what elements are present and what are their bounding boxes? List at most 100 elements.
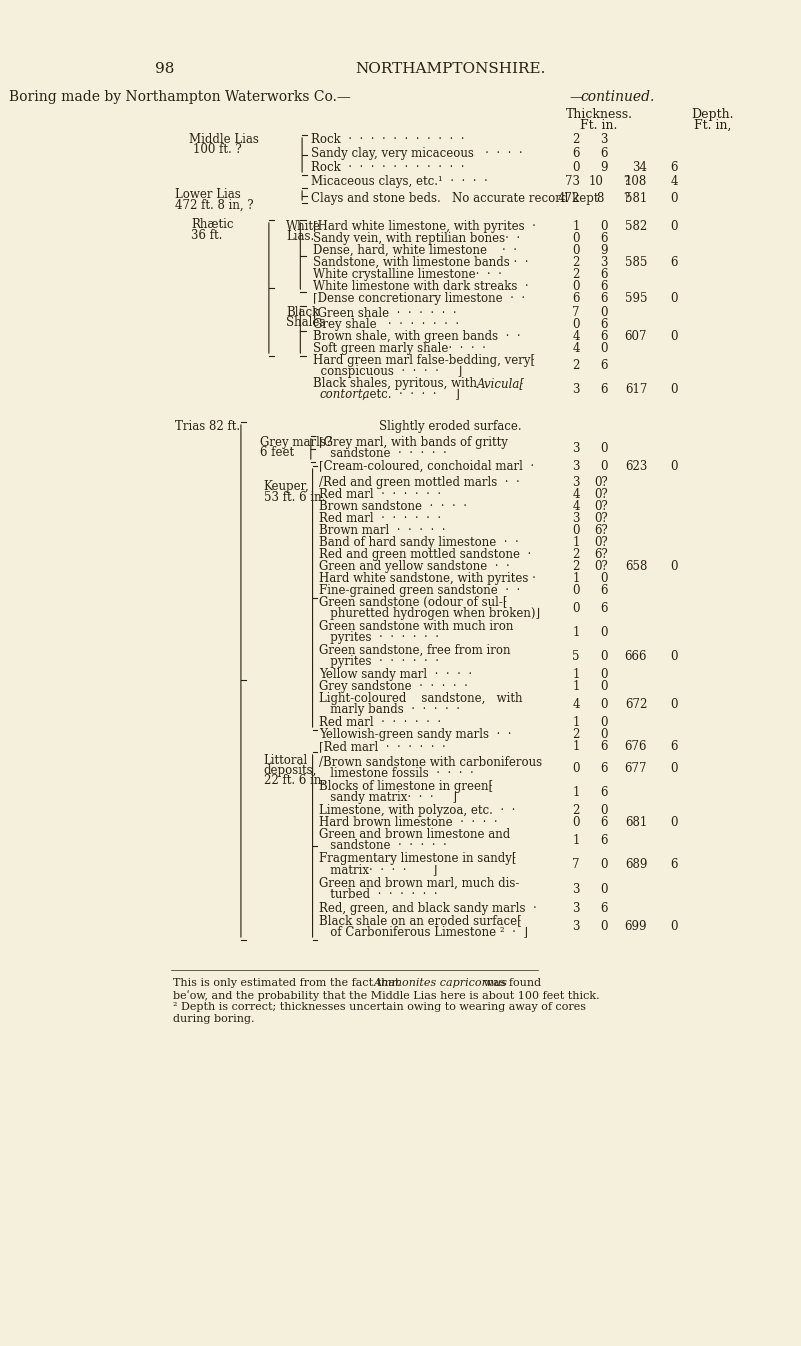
Text: 3: 3 (573, 476, 580, 489)
Text: 9: 9 (601, 244, 608, 257)
Text: 699: 699 (625, 921, 647, 933)
Text: 6 feet: 6 feet (260, 446, 294, 459)
Text: Thickness.: Thickness. (566, 108, 633, 121)
Text: Dense, hard, white limestone    ·  ·: Dense, hard, white limestone · · (312, 244, 517, 257)
Text: 595: 595 (625, 292, 647, 306)
Text: Soft green marly shale·  ·  ·  ·: Soft green marly shale· · · · (312, 342, 485, 355)
Text: 6: 6 (601, 232, 608, 245)
Text: 672: 672 (625, 699, 647, 711)
Text: matrix·  ·  ·  ·       ⌋: matrix· · · · ⌋ (319, 863, 437, 876)
Text: 3: 3 (573, 441, 580, 455)
Text: 6: 6 (573, 292, 580, 306)
Text: White limestone with dark streaks  ·: White limestone with dark streaks · (312, 280, 528, 293)
Text: , etc.  ·  ·  ·  ·     ⌋: , etc. · · · · ⌋ (361, 388, 460, 401)
Text: 36 ft.: 36 ft. (191, 229, 223, 242)
Text: 0: 0 (670, 292, 678, 306)
Text: Black: Black (287, 306, 320, 319)
Text: during boring.: during boring. (173, 1014, 254, 1024)
Text: 2: 2 (573, 359, 580, 371)
Text: Grey marls?: Grey marls? (260, 436, 332, 450)
Text: Micaceous clays, etc.¹  ·  ·  ·  ·: Micaceous clays, etc.¹ · · · · (311, 175, 488, 188)
Text: 0: 0 (573, 602, 580, 615)
Text: 0: 0 (601, 857, 608, 871)
Text: Sandy vein, with reptilian bones·  ·: Sandy vein, with reptilian bones· · (312, 232, 520, 245)
Text: /Red and green mottled marls  ·  ·: /Red and green mottled marls · · (319, 476, 519, 489)
Text: 6: 6 (601, 384, 608, 396)
Text: deposits,: deposits, (264, 765, 317, 777)
Text: 6: 6 (601, 268, 608, 281)
Text: 623: 623 (625, 460, 647, 472)
Text: 6: 6 (601, 280, 608, 293)
Text: sandy matrix·  ·  ·     ⌋: sandy matrix· · · ⌋ (319, 791, 457, 804)
Text: 585: 585 (625, 256, 647, 269)
Text: 0?: 0? (594, 499, 608, 513)
Text: ² Depth is correct; thicknesses uncertain owing to wearing away of cores: ² Depth is correct; thicknesses uncertai… (173, 1001, 586, 1012)
Text: 666: 666 (625, 650, 647, 664)
Text: Blocks of limestone in green⁅: Blocks of limestone in green⁅ (319, 779, 493, 793)
Text: Limestone, with polyzoa, etc.  ·  ·: Limestone, with polyzoa, etc. · · (319, 804, 515, 817)
Text: ⌈Hard white limestone, with pyrites  ·: ⌈Hard white limestone, with pyrites · (312, 219, 535, 233)
Text: 6?: 6? (594, 524, 608, 537)
Text: 0: 0 (601, 668, 608, 681)
Text: Avicula⁅: Avicula⁅ (477, 377, 525, 390)
Text: 2: 2 (573, 256, 580, 269)
Text: 0: 0 (601, 804, 608, 817)
Text: 0?: 0? (594, 511, 608, 525)
Text: 3: 3 (573, 511, 580, 525)
Text: 1: 1 (573, 536, 580, 549)
Text: 108: 108 (625, 175, 647, 188)
Text: Yellowish-green sandy marls  ·  ·: Yellowish-green sandy marls · · (319, 728, 511, 742)
Text: 4: 4 (573, 489, 580, 501)
Text: 98: 98 (155, 62, 175, 75)
Text: pyrites  ·  ·  ·  ·  ·  ·: pyrites · · · · · · (319, 656, 439, 668)
Text: Yellow sandy marl  ·  ·  ·  ·: Yellow sandy marl · · · · (319, 668, 472, 681)
Text: 0: 0 (601, 342, 608, 355)
Text: 2: 2 (573, 560, 580, 573)
Text: Lower Lias: Lower Lias (175, 188, 241, 201)
Text: 0: 0 (573, 244, 580, 257)
Text: Red marl  ·  ·  ·  ·  ·  ·: Red marl · · · · · · (319, 511, 441, 525)
Text: Keuper,: Keuper, (264, 481, 309, 493)
Text: ?: ? (624, 175, 630, 188)
Text: 6: 6 (601, 816, 608, 829)
Text: turbed  ·  ·  ·  ·  ·  ·: turbed · · · · · · (319, 888, 437, 900)
Text: Rhætic: Rhætic (191, 218, 234, 232)
Text: 6: 6 (601, 902, 608, 915)
Text: 0: 0 (573, 232, 580, 245)
Text: Band of hard sandy limestone  ·  ·: Band of hard sandy limestone · · (319, 536, 518, 549)
Text: 0: 0 (601, 626, 608, 639)
Text: 9: 9 (601, 162, 608, 174)
Text: 4: 4 (573, 330, 580, 343)
Text: Hard brown limestone  ·  ·  ·  ·: Hard brown limestone · · · · (319, 816, 497, 829)
Text: 0: 0 (670, 650, 678, 664)
Text: Middle Lias: Middle Lias (188, 133, 259, 145)
Text: conspicuous  ·  ·  ·  ·     ⌋: conspicuous · · · · ⌋ (312, 365, 462, 378)
Text: Rock  ·  ·  ·  ·  ·  ·  ·  ·  ·  ·  ·: Rock · · · · · · · · · · · (311, 162, 465, 174)
Text: 0: 0 (670, 384, 678, 396)
Text: Fine-grained green sandstone  ·  ·: Fine-grained green sandstone · · (319, 584, 520, 598)
Text: 0: 0 (601, 716, 608, 730)
Text: Black shales, pyritous, with: Black shales, pyritous, with (312, 377, 481, 390)
Text: 581: 581 (625, 192, 647, 205)
Text: 1: 1 (573, 668, 580, 681)
Text: 3: 3 (573, 921, 580, 933)
Text: 3: 3 (573, 902, 580, 915)
Text: 0?: 0? (594, 536, 608, 549)
Text: 6: 6 (601, 318, 608, 331)
Text: 0: 0 (573, 162, 580, 174)
Text: 4: 4 (573, 342, 580, 355)
Text: 6: 6 (601, 740, 608, 752)
Text: Depth.: Depth. (691, 108, 734, 121)
Text: —: — (570, 90, 587, 104)
Text: 6: 6 (601, 786, 608, 800)
Text: Green and brown marl, much dis-: Green and brown marl, much dis- (319, 878, 519, 890)
Text: 2: 2 (573, 804, 580, 817)
Text: 0: 0 (670, 762, 678, 775)
Text: 2: 2 (573, 548, 580, 561)
Text: 0?: 0? (594, 560, 608, 573)
Text: 658: 658 (625, 560, 647, 573)
Text: 0: 0 (670, 816, 678, 829)
Text: 472 ft. 8 in, ?: 472 ft. 8 in, ? (175, 199, 254, 213)
Text: 34: 34 (632, 162, 647, 174)
Text: 2: 2 (573, 133, 580, 145)
